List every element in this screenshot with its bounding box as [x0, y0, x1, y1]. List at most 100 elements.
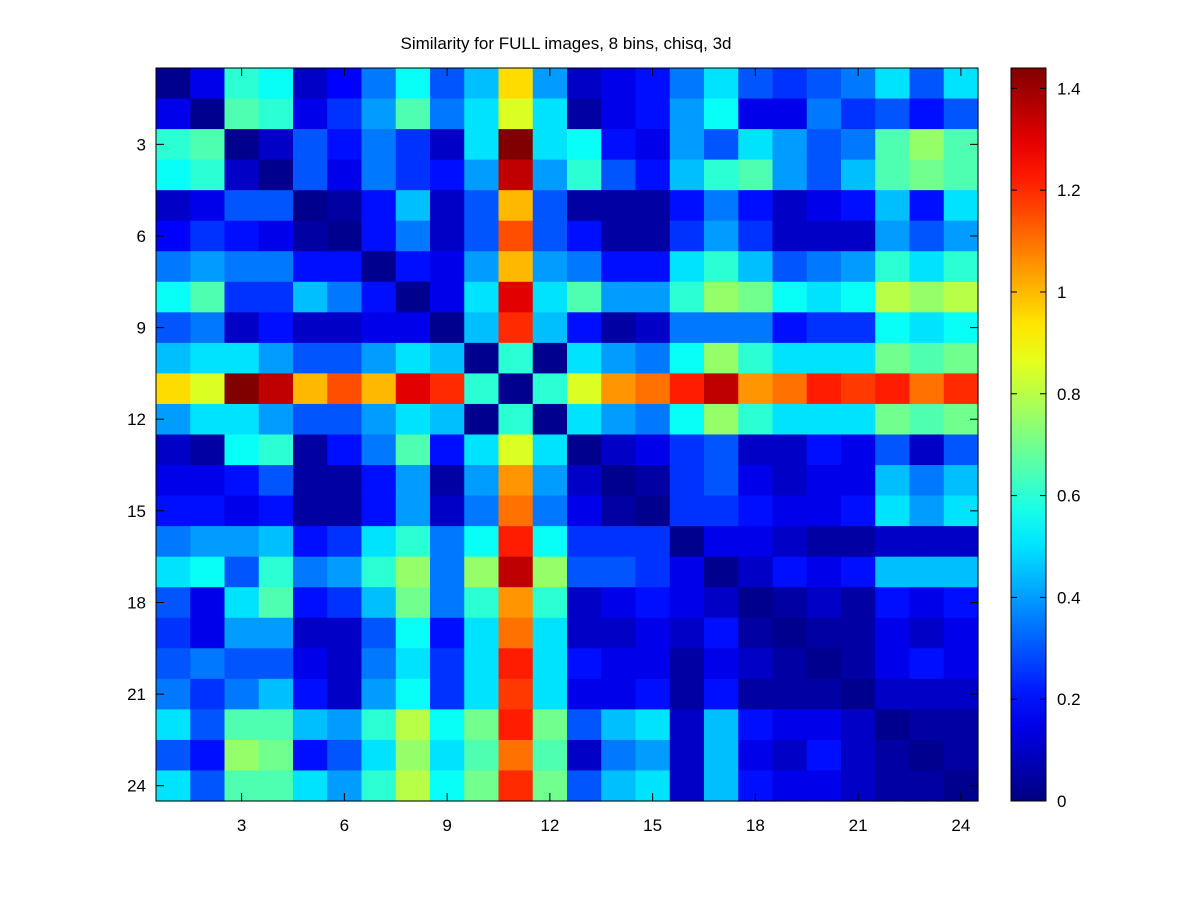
- heatmap-cell: [772, 190, 808, 222]
- heatmap-cell: [841, 373, 876, 405]
- heatmap-cell: [909, 709, 945, 741]
- heatmap-cell: [532, 709, 568, 741]
- heatmap-cell: [293, 495, 328, 527]
- heatmap-cell: [704, 617, 739, 649]
- heatmap-cell: [293, 465, 328, 497]
- y-tick-label: 18: [127, 593, 146, 612]
- heatmap-cell: [430, 129, 465, 161]
- heatmap-cell: [293, 403, 328, 436]
- heatmap-cell: [772, 617, 808, 649]
- heatmap-cell: [395, 312, 431, 344]
- heatmap-cell: [772, 129, 808, 161]
- heatmap-cell: [224, 281, 260, 313]
- heatmap-cell: [430, 312, 465, 344]
- heatmap-cell: [567, 587, 602, 619]
- heatmap-cell: [293, 98, 328, 130]
- heatmap-cell: [190, 129, 226, 161]
- heatmap-cell: [498, 434, 534, 466]
- heatmap-cell: [567, 709, 602, 741]
- heatmap-cell: [635, 587, 671, 619]
- heatmap-cell: [224, 495, 260, 527]
- heatmap-cell: [190, 373, 226, 405]
- heatmap-cell: [395, 281, 431, 313]
- heatmap-cell: [361, 403, 397, 436]
- heatmap-cell: [738, 220, 774, 252]
- heatmap-cell: [190, 98, 226, 130]
- heatmap-cell: [806, 251, 842, 283]
- heatmap-cell: [635, 98, 671, 130]
- heatmap-cell: [669, 709, 705, 741]
- heatmap-cell: [464, 709, 500, 741]
- heatmap-cell: [567, 251, 602, 283]
- heatmap-cell: [293, 373, 328, 405]
- heatmap-cell: [669, 312, 705, 344]
- heatmap-cell: [806, 129, 842, 161]
- heatmap-cell: [567, 770, 602, 802]
- heatmap-cell: [635, 159, 671, 191]
- heatmap-cell: [190, 465, 226, 497]
- heatmap-cell: [806, 587, 842, 619]
- heatmap-cell: [190, 220, 226, 252]
- heatmap-cell: [635, 739, 671, 772]
- heatmap-cell: [943, 190, 979, 222]
- heatmap-cell: [738, 312, 774, 344]
- heatmap-cell: [772, 648, 808, 680]
- heatmap-cell: [498, 617, 534, 649]
- heatmap-cell: [635, 465, 671, 497]
- heatmap-cell: [635, 434, 671, 466]
- heatmap-cell: [464, 587, 500, 619]
- heatmap-cell: [567, 373, 602, 405]
- heatmap-cell: [738, 342, 774, 375]
- heatmap-cell: [532, 465, 568, 497]
- heatmap-cell: [498, 556, 534, 588]
- heatmap-cell: [909, 495, 945, 527]
- heatmap-cell: [361, 465, 397, 497]
- heatmap-cell: [806, 159, 842, 191]
- y-tick-label: 9: [137, 319, 146, 338]
- heatmap-cell: [224, 159, 260, 191]
- heatmap-cell: [669, 220, 705, 252]
- heatmap-cell: [464, 220, 500, 252]
- heatmap-cell: [909, 68, 945, 100]
- heatmap-cell: [875, 190, 911, 222]
- heatmap-cell: [772, 281, 808, 313]
- heatmap-cell: [841, 526, 876, 558]
- heatmap-cell: [464, 526, 500, 558]
- heatmap-cell: [532, 617, 568, 649]
- heatmap-cell: [567, 129, 602, 161]
- heatmap-cell: [669, 129, 705, 161]
- heatmap-cell: [875, 129, 911, 161]
- heatmap-cell: [327, 403, 363, 436]
- heatmap-cell: [293, 587, 328, 619]
- heatmap-cell: [875, 709, 911, 741]
- heatmap-cell: [704, 251, 739, 283]
- heatmap-cell: [601, 495, 637, 527]
- heatmap-cell: [156, 709, 191, 741]
- heatmap-cell: [669, 465, 705, 497]
- heatmap-cell: [841, 251, 876, 283]
- heatmap-cell: [669, 648, 705, 680]
- heatmap-cell: [772, 68, 808, 100]
- heatmap-cell: [498, 129, 534, 161]
- heatmap-cell: [395, 190, 431, 222]
- heatmap-cell: [704, 220, 739, 252]
- heatmap-cell: [156, 68, 191, 100]
- heatmap-cell: [875, 495, 911, 527]
- heatmap-cell: [293, 526, 328, 558]
- heatmap-cell: [498, 159, 534, 191]
- heatmap-cell: [567, 465, 602, 497]
- heatmap-cell: [293, 312, 328, 344]
- heatmap-cell: [327, 190, 363, 222]
- heatmap-cell: [806, 434, 842, 466]
- heatmap-cell: [395, 251, 431, 283]
- colorbar-ticks: 0 0.2 0.4 0.6 0.8 1 1.2 1.4: [1011, 79, 1081, 811]
- heatmap-cell: [704, 403, 739, 436]
- heatmap-cell: [601, 587, 637, 619]
- heatmap-cell: [943, 434, 979, 466]
- heatmap-cell: [395, 68, 431, 100]
- heatmap-cell: [841, 465, 876, 497]
- heatmap-cell: [841, 190, 876, 222]
- heatmap-cell: [327, 556, 363, 588]
- heatmap-cell: [841, 281, 876, 313]
- heatmap-cell: [293, 617, 328, 649]
